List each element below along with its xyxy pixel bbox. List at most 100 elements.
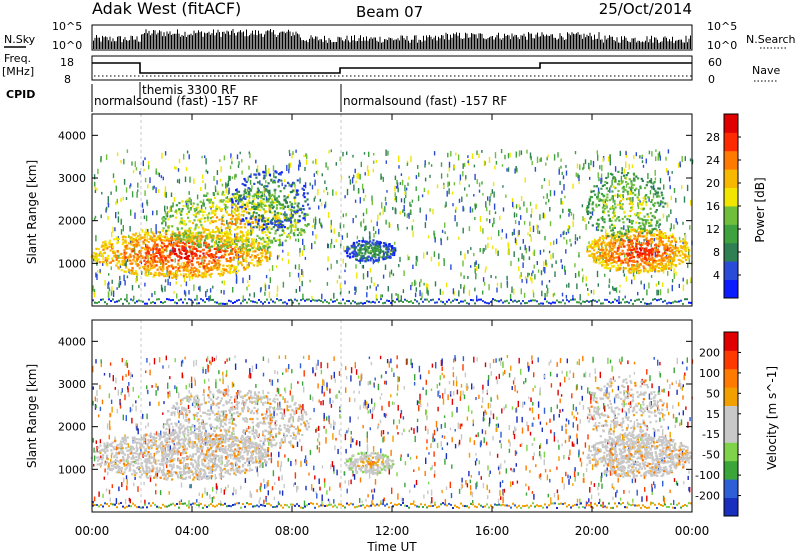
data-cell [585, 224, 586, 230]
power-echo-cell [620, 200, 622, 202]
data-cell [489, 219, 490, 223]
power-echo-cell [297, 179, 299, 181]
power-echo-cell [612, 195, 614, 197]
data-cell [469, 184, 470, 187]
power-echo-cell [163, 220, 165, 222]
data-cell [109, 288, 110, 292]
power-echo-cell [362, 240, 364, 242]
data-cell [268, 285, 269, 289]
power-echo-cell [146, 233, 148, 235]
data-cell [248, 284, 249, 287]
power-echo-cell [275, 217, 277, 219]
power-echo-cell [247, 264, 249, 266]
power-echo-cell [162, 268, 164, 270]
data-cell [286, 165, 287, 171]
power-echo-cell [269, 232, 271, 234]
power-echo-cell [618, 257, 620, 259]
power-echo-cell [294, 211, 296, 213]
power-echo-cell [148, 241, 150, 243]
data-cell [644, 284, 645, 290]
power-echo-cell [602, 194, 604, 196]
power-groundscatter-cell [302, 298, 304, 300]
power-echo-cell [684, 245, 686, 247]
data-cell [289, 150, 290, 153]
power-groundscatter-cell [210, 299, 212, 301]
power-echo-cell [608, 214, 610, 216]
data-cell [146, 200, 147, 205]
power-echo-cell [633, 234, 635, 236]
data-cell [651, 244, 652, 248]
power-echo-cell [255, 174, 257, 176]
power-echo-cell [374, 247, 376, 249]
power-echo-cell [169, 272, 171, 274]
power-echo-cell [258, 257, 260, 259]
power-echo-cell [592, 224, 594, 226]
power-echo-cell [297, 210, 299, 212]
nsky-tick-bottom: 10^0 [52, 39, 82, 52]
power-groundscatter-cell [280, 299, 282, 301]
data-cell [373, 153, 374, 156]
power-echo-cell [253, 206, 255, 208]
data-cell [207, 289, 208, 292]
power-echo-cell [589, 217, 591, 219]
data-cell [142, 203, 143, 208]
power-echo-cell [253, 198, 255, 200]
data-cell [462, 261, 463, 267]
power-echo-cell [131, 269, 133, 271]
power-echo-cell [208, 263, 210, 265]
power-echo-cell [675, 247, 677, 249]
power-echo-cell [181, 221, 183, 223]
data-cell [454, 165, 455, 168]
power-echo-cell [654, 261, 656, 263]
data-cell [273, 165, 274, 171]
power-echo-cell [210, 253, 212, 255]
power-echo-cell [269, 174, 271, 176]
data-cell [115, 201, 116, 205]
power-echo-cell [376, 242, 378, 244]
data-cell [501, 283, 502, 289]
power-echo-cell [639, 231, 641, 233]
power-echo-cell [169, 256, 171, 258]
power-echo-cell [385, 248, 387, 250]
power-echo-cell [246, 251, 248, 253]
power-echo-cell [650, 238, 652, 240]
data-cell [497, 251, 498, 256]
power-echo-cell [201, 272, 203, 274]
data-cell [503, 207, 504, 211]
power-groundscatter-cell [372, 301, 374, 303]
data-cell [408, 213, 409, 219]
data-cell [361, 221, 362, 227]
power-echo-cell [205, 242, 207, 244]
data-cell [174, 197, 175, 202]
power-echo-cell [110, 249, 112, 251]
power-echo-cell [240, 195, 242, 197]
power-echo-cell [297, 205, 299, 207]
power-echo-cell [643, 208, 645, 210]
data-cell [296, 289, 297, 293]
data-cell [537, 261, 538, 265]
power-echo-cell [304, 224, 306, 226]
power-echo-cell [608, 250, 610, 252]
data-cell [431, 257, 432, 262]
data-cell [452, 192, 453, 195]
data-cell [668, 171, 669, 176]
data-cell [305, 257, 306, 260]
power-echo-cell [205, 275, 207, 277]
power-echo-cell [652, 251, 654, 253]
data-cell [543, 261, 544, 266]
power-echo-cell [181, 253, 183, 255]
power-echo-cell [597, 229, 599, 231]
data-cell [485, 267, 486, 271]
data-cell [366, 292, 367, 297]
power-echo-cell [616, 269, 618, 271]
data-cell [442, 291, 443, 295]
power-echo-cell [101, 253, 103, 255]
data-cell [501, 149, 502, 153]
power-echo-cell [184, 223, 186, 225]
data-cell [165, 279, 166, 282]
data-cell [671, 223, 672, 229]
power-echo-cell [191, 260, 193, 262]
power-echo-cell [623, 245, 625, 247]
power-echo-cell [627, 193, 629, 195]
data-cell [434, 233, 435, 239]
